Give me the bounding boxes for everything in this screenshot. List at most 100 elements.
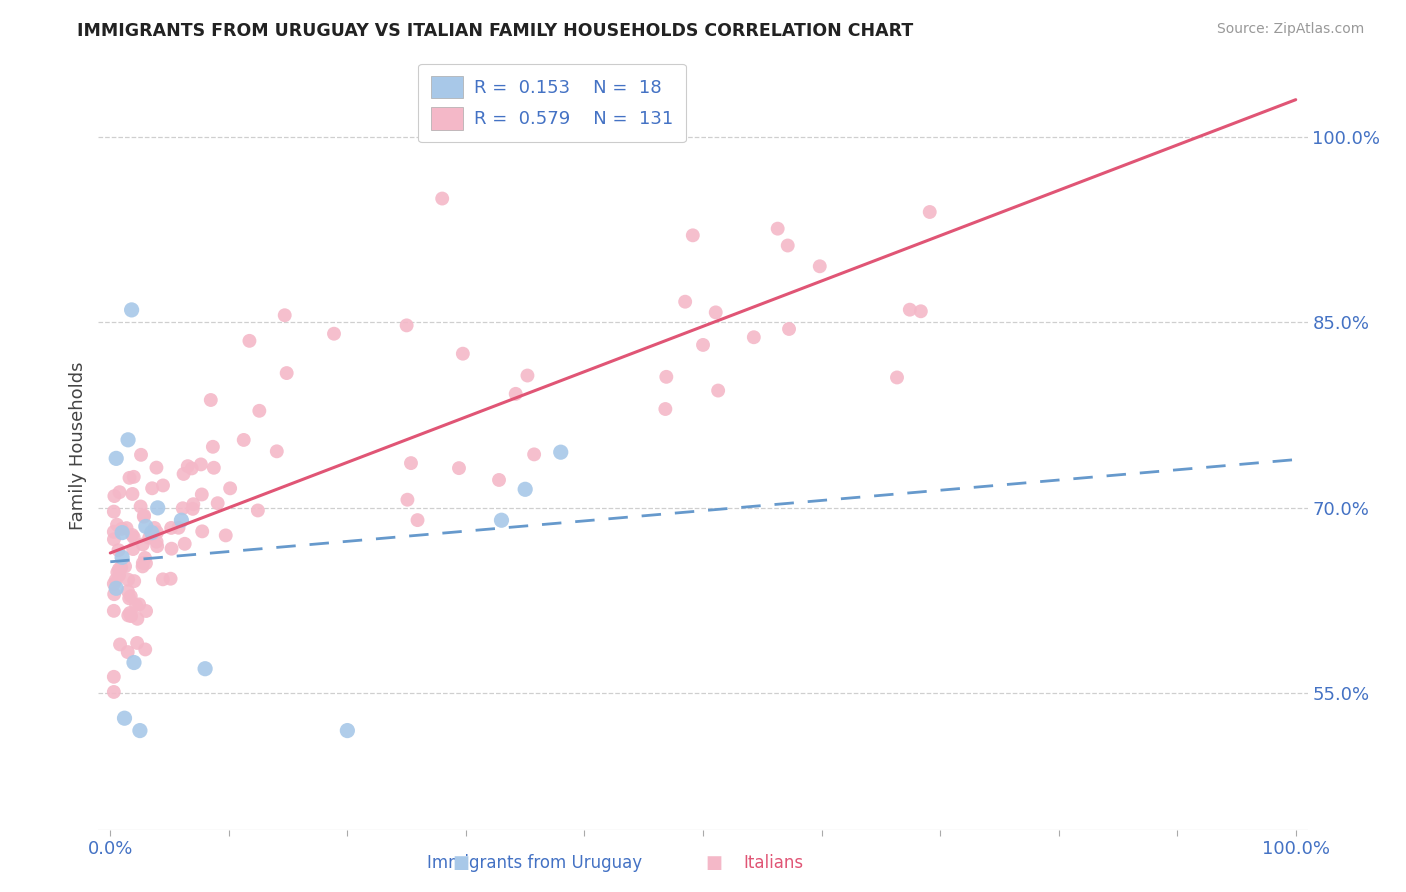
Point: [152, 478, 174, 492]
Point: [129, 448, 152, 462]
Point: [117, 433, 139, 447]
Point: [108, 485, 131, 500]
Point: [108, 637, 131, 651]
Point: [707, 384, 730, 398]
Point: [673, 294, 696, 309]
Point: [160, 541, 183, 556]
Point: [692, 338, 714, 352]
Point: [432, 192, 454, 206]
Point: [114, 711, 136, 725]
Point: [183, 497, 205, 511]
Point: [105, 566, 128, 580]
Point: [395, 318, 418, 333]
Point: [172, 501, 194, 516]
Point: [103, 685, 125, 699]
Point: [138, 531, 160, 545]
Point: [167, 521, 190, 535]
Point: [190, 458, 212, 472]
Point: [129, 723, 152, 738]
Point: [141, 481, 163, 495]
Point: [105, 582, 128, 596]
Point: [238, 334, 260, 348]
Point: [127, 612, 149, 626]
Point: [516, 368, 538, 383]
Point: [159, 572, 181, 586]
Point: [117, 608, 139, 623]
Point: [191, 487, 214, 501]
Point: [246, 503, 269, 517]
Point: [910, 304, 932, 318]
Point: [114, 559, 136, 574]
Point: [766, 221, 789, 235]
Point: [491, 513, 513, 527]
Point: [215, 528, 238, 542]
Point: [173, 537, 195, 551]
Point: [122, 656, 145, 670]
Point: [118, 471, 141, 485]
Point: [173, 467, 195, 481]
Point: [122, 574, 145, 588]
Point: [120, 609, 142, 624]
Point: [505, 387, 527, 401]
Y-axis label: Family Households: Family Households: [69, 362, 87, 530]
Point: [181, 501, 204, 516]
Point: [808, 260, 831, 274]
Point: [135, 556, 157, 570]
Point: [103, 505, 125, 519]
Point: [160, 521, 183, 535]
Point: [103, 489, 125, 503]
Point: [129, 500, 152, 514]
Point: [105, 451, 128, 466]
Legend: R =  0.153    N =  18, R =  0.579    N =  131: R = 0.153 N = 18, R = 0.579 N = 131: [418, 64, 686, 142]
Point: [202, 460, 225, 475]
Text: IMMIGRANTS FROM URUGUAY VS ITALIAN FAMILY HOUSEHOLDS CORRELATION CHART: IMMIGRANTS FROM URUGUAY VS ITALIAN FAMIL…: [77, 22, 914, 40]
Point: [117, 645, 139, 659]
Text: ■: ■: [706, 855, 723, 872]
Point: [105, 517, 128, 532]
Point: [121, 487, 143, 501]
Point: [247, 404, 270, 418]
Point: [117, 584, 139, 599]
Point: [108, 562, 131, 576]
Text: Italians: Italians: [744, 855, 803, 872]
Point: [122, 542, 145, 557]
Point: [135, 519, 157, 533]
Point: [399, 456, 422, 470]
Point: [488, 473, 510, 487]
Point: [120, 589, 142, 603]
Point: [170, 513, 193, 527]
Text: ■: ■: [453, 855, 470, 872]
Point: [323, 326, 346, 341]
Point: [451, 347, 474, 361]
Point: [132, 556, 155, 570]
Point: [127, 636, 149, 650]
Point: [898, 302, 921, 317]
Point: [776, 238, 799, 252]
Point: [143, 521, 166, 535]
Point: [177, 459, 200, 474]
Point: [266, 444, 288, 458]
Point: [396, 492, 419, 507]
Point: [655, 369, 678, 384]
Point: [742, 330, 765, 344]
Point: [104, 573, 127, 587]
Point: [132, 508, 155, 523]
Point: [128, 598, 150, 612]
Point: [103, 604, 125, 618]
Point: [103, 576, 125, 591]
Point: [276, 366, 298, 380]
Point: [201, 440, 224, 454]
Point: [886, 370, 908, 384]
Point: [515, 483, 537, 497]
Point: [103, 524, 125, 539]
Point: [110, 560, 132, 574]
Point: [142, 529, 165, 543]
Point: [125, 599, 148, 613]
Point: [146, 525, 169, 540]
Point: [107, 543, 129, 558]
Point: [778, 322, 800, 336]
Point: [121, 528, 143, 542]
Point: [152, 572, 174, 586]
Point: [131, 559, 153, 574]
Point: [132, 509, 155, 524]
